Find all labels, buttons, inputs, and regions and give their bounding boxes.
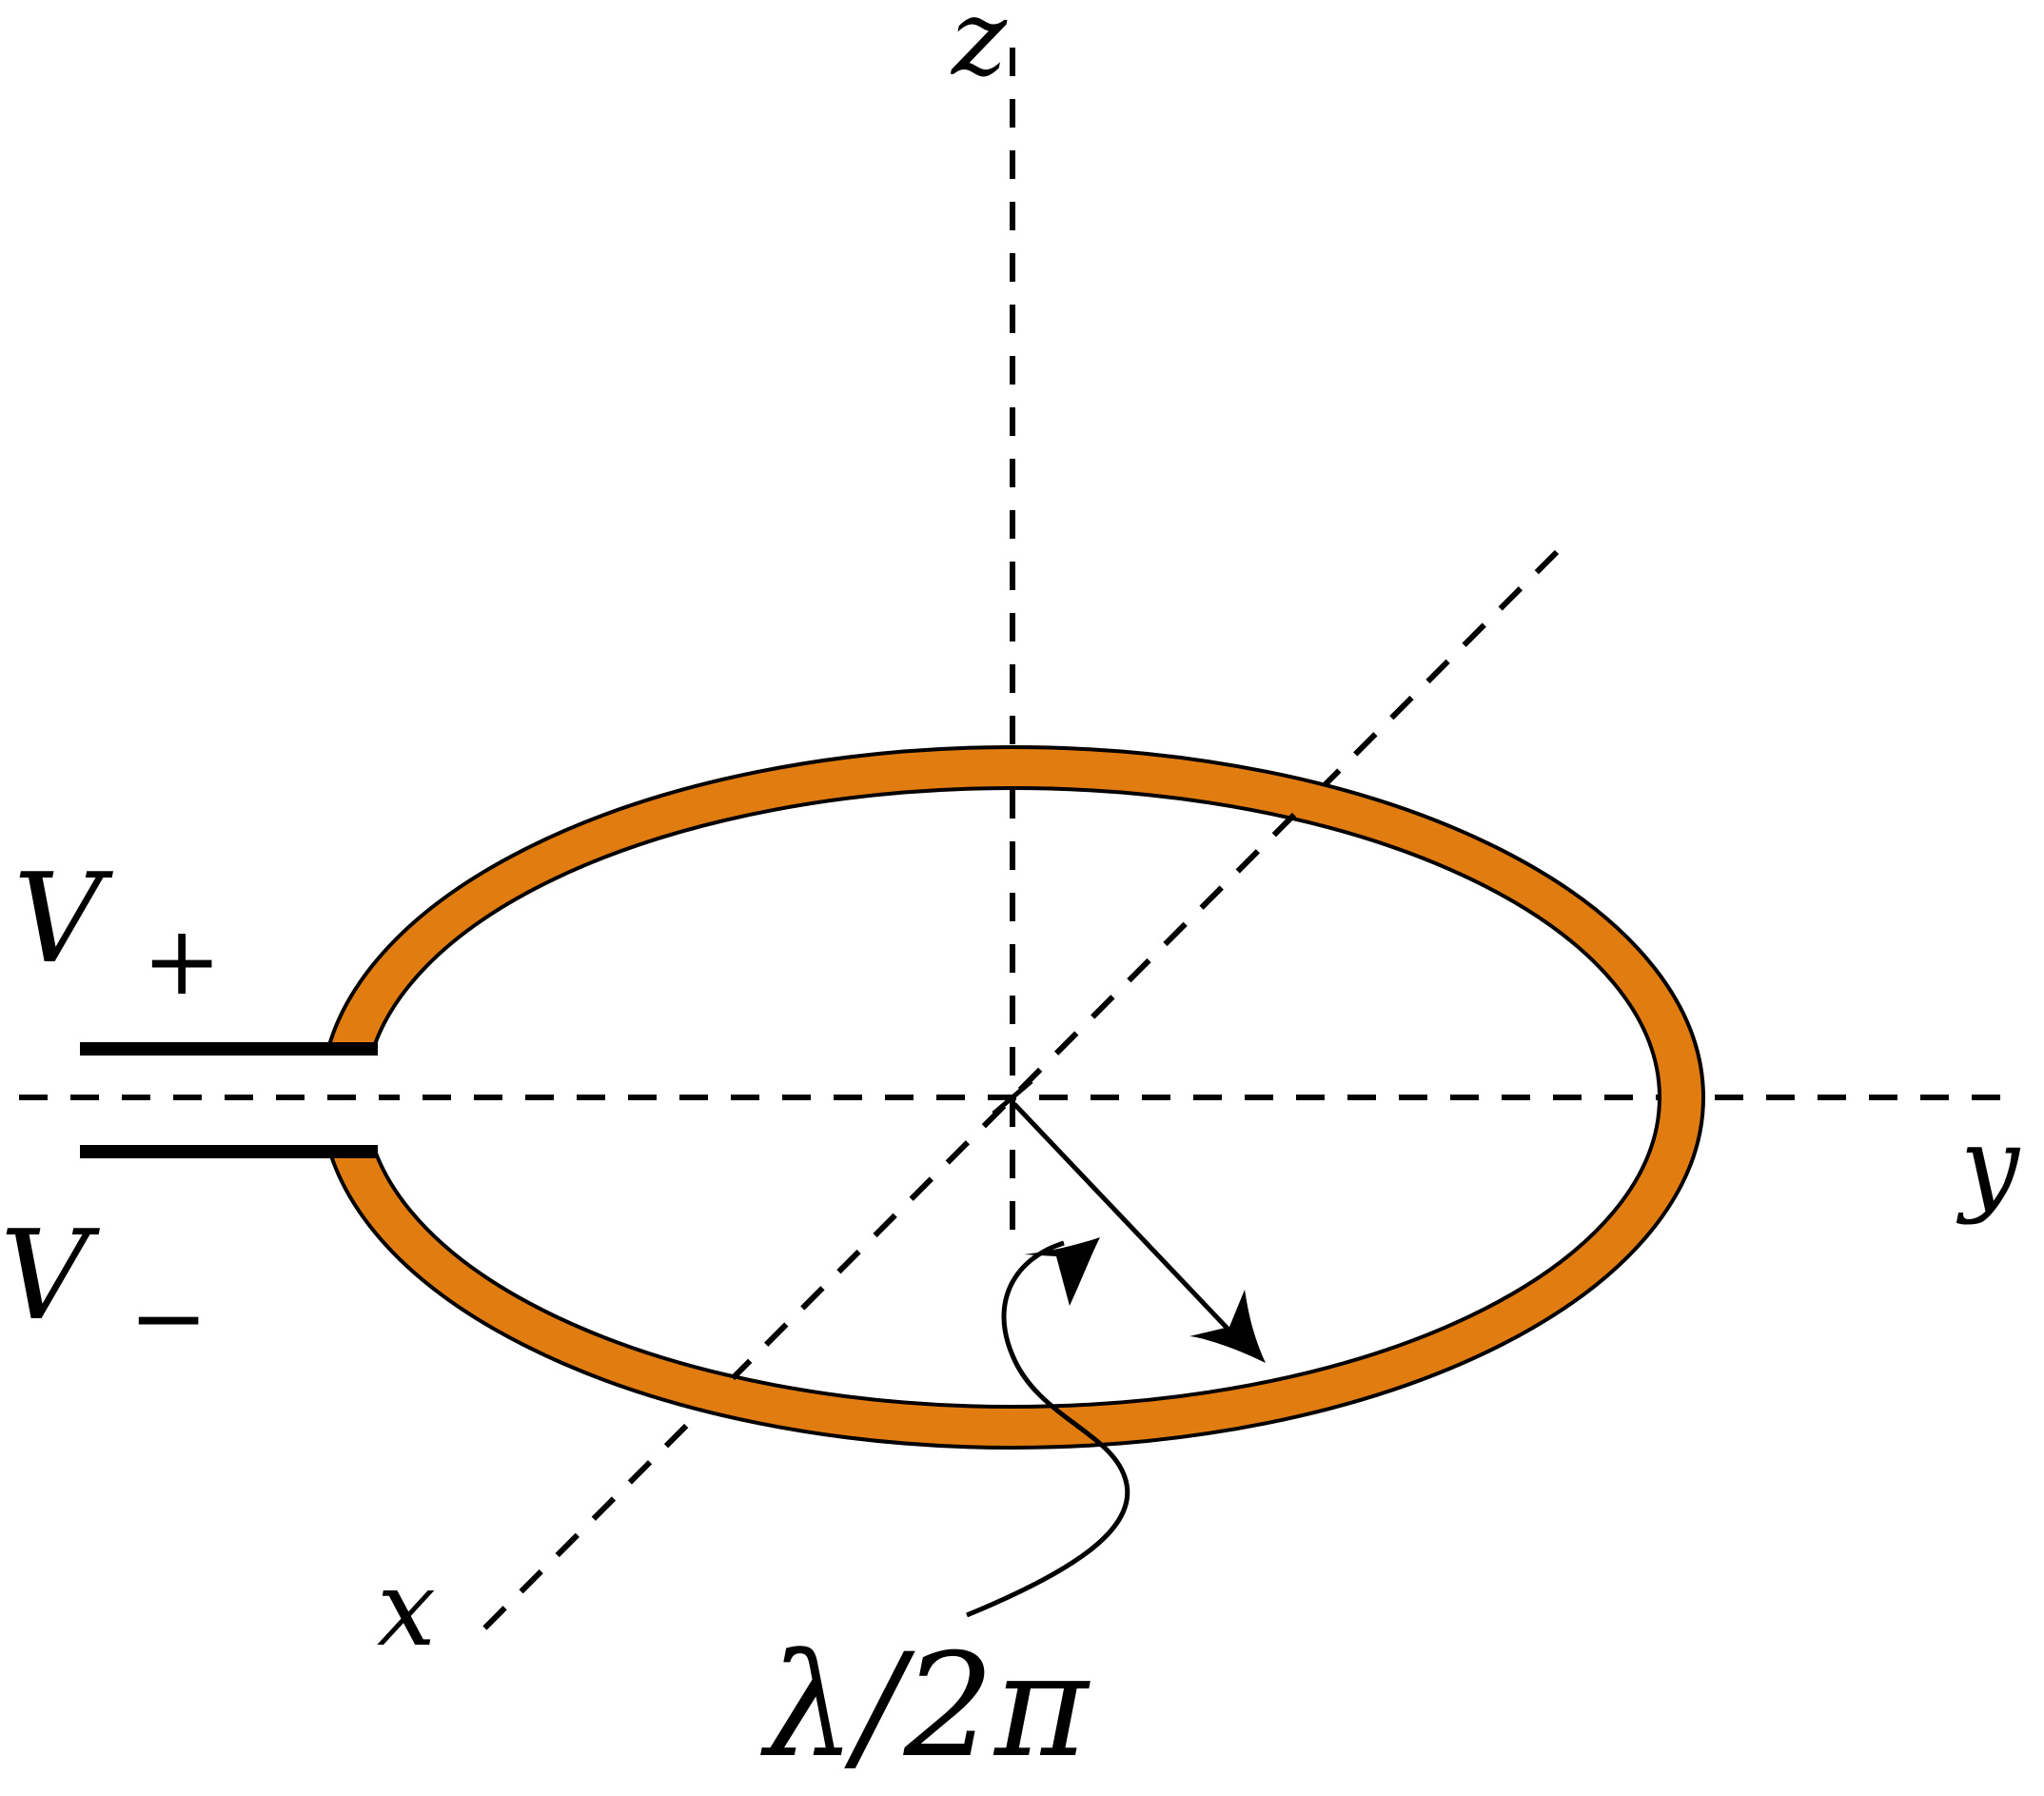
label-leader-arrowhead	[1024, 1237, 1100, 1306]
v-minus-symbol: V	[0, 1203, 100, 1348]
radius-line	[1012, 1102, 1231, 1332]
radius-arrowhead	[1189, 1290, 1266, 1363]
v-minus-subscript: −	[128, 1262, 208, 1373]
radius-label: λ/2π	[760, 1624, 1091, 1789]
x-axis-label: x	[377, 1548, 436, 1669]
label-leader-curve	[966, 1240, 1130, 1618]
y-axis-label: y	[1956, 1104, 2021, 1226]
v-plus-symbol: V	[13, 846, 113, 991]
v-minus-label: V −	[0, 1203, 208, 1373]
center-tick	[992, 1079, 1033, 1115]
v-plus-label: V +	[13, 846, 222, 1016]
v-plus-subscript: +	[142, 905, 222, 1016]
z-axis-label: z	[950, 0, 1008, 99]
